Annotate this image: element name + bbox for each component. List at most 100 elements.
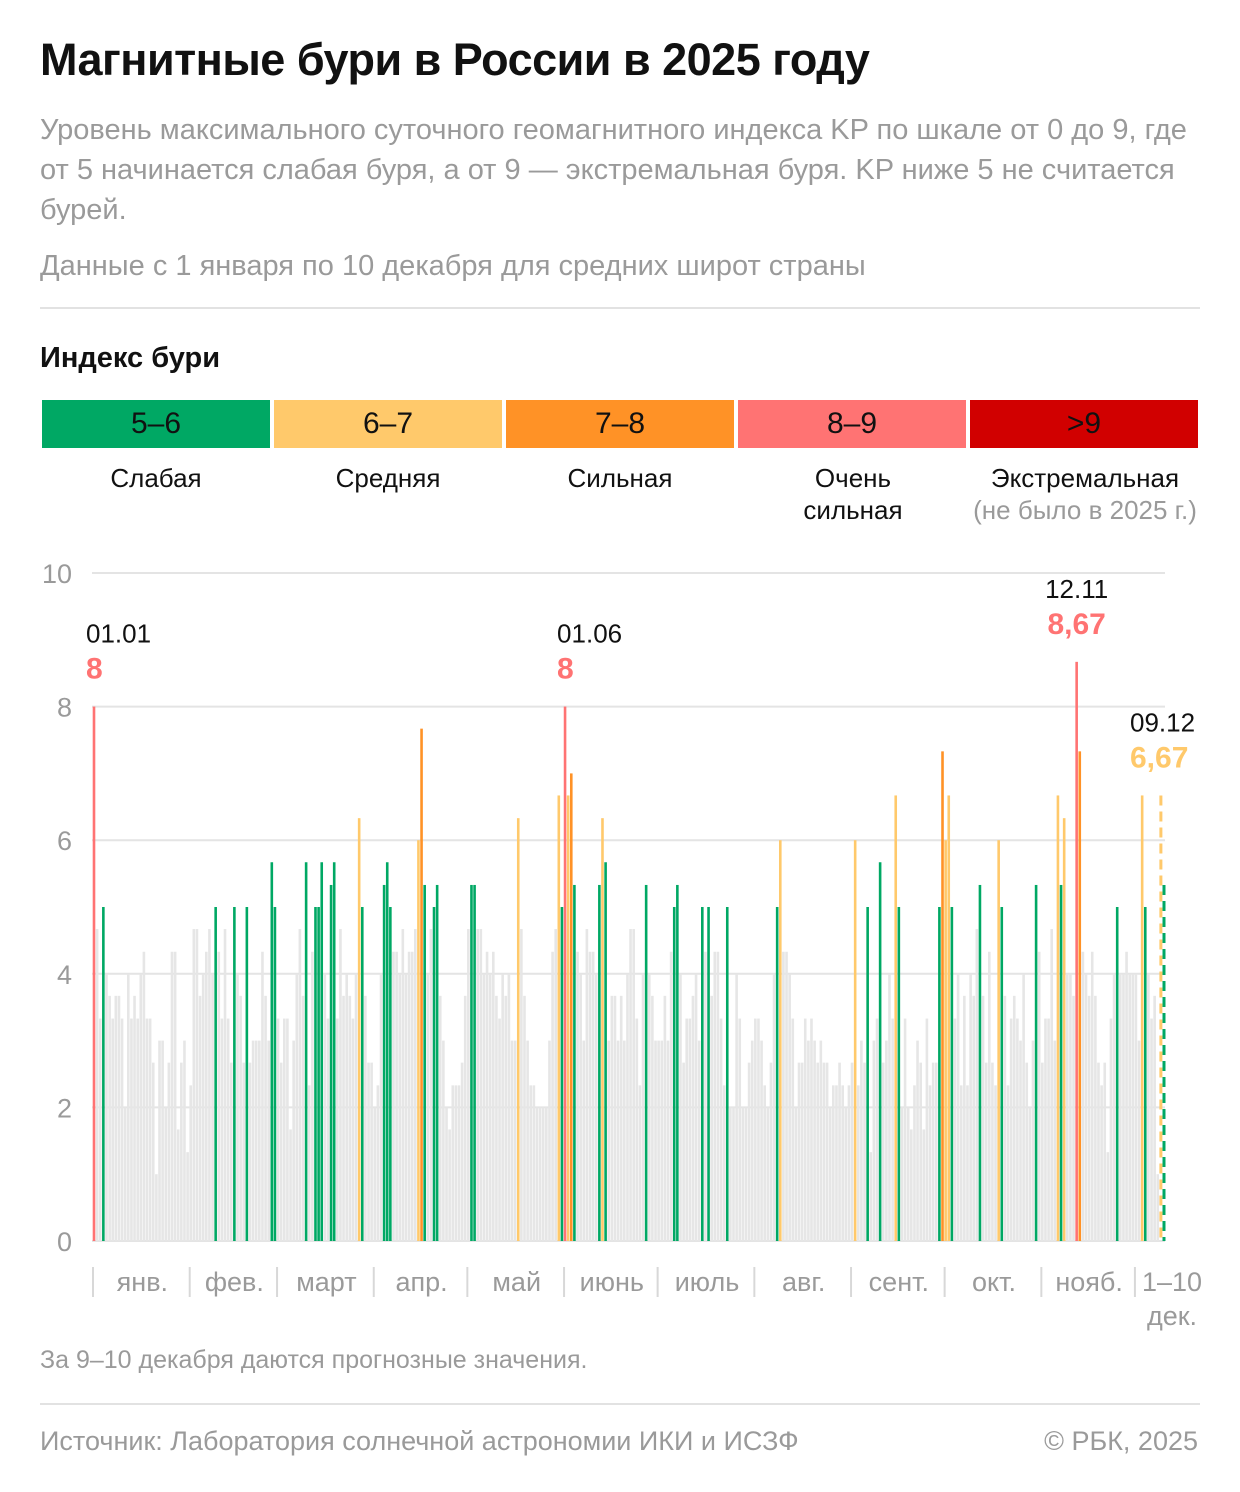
day-bar: [819, 1040, 823, 1241]
day-bar: [526, 1040, 529, 1241]
day-bar: [803, 1018, 807, 1241]
day-bar: [488, 973, 492, 1241]
storm-bar: [329, 884, 333, 1241]
day-bar: [694, 973, 698, 1241]
storm-bar: [102, 907, 105, 1241]
storm-bar: [672, 907, 676, 1241]
day-bar: [697, 1040, 701, 1241]
day-bar: [460, 1062, 464, 1241]
day-bar: [198, 995, 202, 1241]
day-bar: [769, 1062, 773, 1241]
day-bar: [1031, 1040, 1035, 1241]
day-bar: [261, 951, 264, 1241]
legend-swatch-very-strong: 8–9: [738, 400, 966, 448]
annotation-value: 8: [557, 653, 574, 686]
day-bar: [501, 973, 504, 1241]
storm-bar: [245, 907, 249, 1241]
day-bar: [326, 1018, 330, 1241]
day-bar: [482, 973, 486, 1241]
day-bar: [295, 973, 299, 1241]
day-bar: [414, 929, 417, 1241]
legend-label-weak: Слабая: [110, 463, 202, 493]
day-bar: [754, 1018, 757, 1241]
day-bar: [913, 1085, 916, 1241]
day-bar: [445, 1107, 448, 1241]
day-bar: [373, 1107, 377, 1241]
day-bar: [239, 995, 242, 1241]
day-bar: [1065, 973, 1069, 1241]
day-bar: [875, 1018, 879, 1241]
day-bar: [647, 973, 651, 1241]
day-bar: [903, 1018, 907, 1241]
day-bar: [520, 929, 523, 1241]
day-bar: [142, 951, 146, 1241]
day-bar: [376, 1085, 380, 1241]
day-bar: [629, 929, 632, 1241]
storm-bar: [270, 862, 274, 1241]
subtitle: Уровень максимального суточного геомагни…: [40, 114, 1187, 226]
day-bar: [1084, 973, 1088, 1241]
day-bar: [891, 1018, 894, 1241]
day-bar: [476, 929, 480, 1241]
day-bar: [226, 1018, 230, 1241]
day-bar: [963, 995, 966, 1241]
day-bar: [722, 1085, 726, 1241]
month-label: нояб.: [1055, 1267, 1123, 1297]
annotation-value: 8: [86, 653, 103, 686]
y-tick-label: 10: [42, 559, 72, 589]
storm-bar: [273, 907, 277, 1241]
day-bar: [289, 1129, 292, 1241]
day-bar: [95, 929, 99, 1241]
day-bar: [729, 1107, 732, 1241]
month-label: окт.: [972, 1267, 1016, 1297]
day-bar: [345, 973, 348, 1241]
day-bar: [738, 1018, 742, 1241]
storm-bar: [566, 795, 570, 1241]
storm-bar: [947, 795, 951, 1241]
day-bar: [666, 1040, 670, 1241]
day-bar: [286, 1018, 289, 1241]
day-bar: [1022, 973, 1025, 1241]
day-bar: [173, 951, 177, 1241]
day-bar: [1081, 951, 1085, 1241]
day-bar: [492, 951, 495, 1241]
day-bar: [679, 973, 682, 1241]
day-bar: [183, 1040, 186, 1241]
day-bar: [123, 1107, 127, 1241]
divider: [40, 307, 1200, 309]
day-bar: [217, 951, 221, 1241]
day-bar: [176, 1129, 180, 1241]
storm-bar: [1062, 818, 1066, 1241]
storm-bar: [473, 884, 476, 1241]
day-bar: [582, 1040, 586, 1241]
day-bar: [800, 1062, 804, 1241]
day-bar: [438, 995, 442, 1241]
day-bar: [1119, 973, 1122, 1241]
day-bar: [292, 1040, 295, 1241]
legend-swatch-medium: 6–7: [274, 400, 502, 448]
storm-bar: [92, 706, 96, 1241]
storm-bar: [1034, 884, 1038, 1241]
day-bar: [133, 995, 136, 1241]
storm-bar: [598, 884, 601, 1241]
day-bar: [130, 1018, 133, 1241]
day-bar: [613, 995, 617, 1241]
day-bar: [535, 1107, 539, 1241]
storm-bar: [866, 907, 869, 1241]
day-bar: [925, 1018, 929, 1241]
day-bar: [442, 1040, 445, 1241]
storm-bar: [978, 884, 982, 1241]
day-bar: [392, 951, 395, 1241]
day-bar: [282, 1018, 286, 1241]
day-bar: [835, 1085, 838, 1241]
day-bar: [507, 973, 511, 1241]
day-bar: [975, 929, 979, 1241]
day-bar: [145, 1018, 149, 1241]
y-tick-label: 4: [57, 960, 72, 990]
day-bar: [554, 929, 557, 1241]
day-bar: [1137, 1040, 1141, 1241]
legend-label-very-strong: Очень сильная: [803, 463, 903, 525]
day-bar: [1047, 1018, 1050, 1241]
storm-bar: [314, 907, 317, 1241]
day-bar: [713, 951, 717, 1241]
